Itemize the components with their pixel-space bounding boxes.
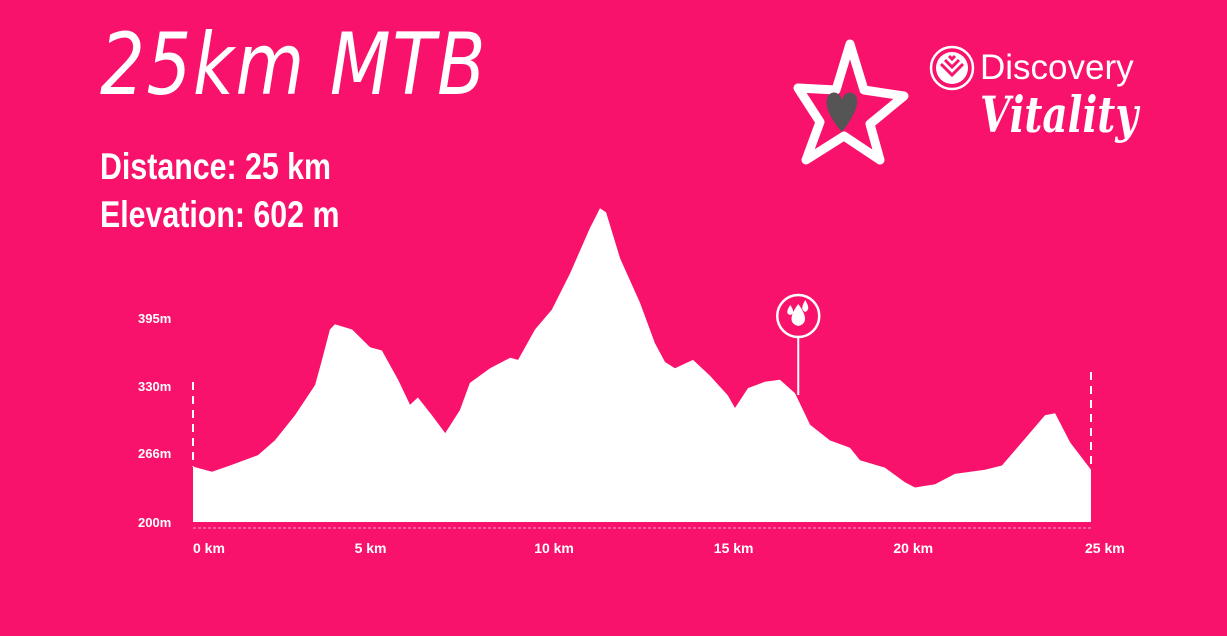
y-tick-label: 330m (138, 379, 171, 394)
elevation-stat: Elevation: 602 m (100, 194, 340, 235)
brand-discovery: Discovery (980, 48, 1134, 87)
page-title: 25km MTB (100, 15, 488, 115)
x-tick-label: 0 km (193, 540, 225, 556)
x-tick-label: 5 km (355, 540, 387, 556)
x-tick-label: 15 km (714, 540, 754, 556)
x-tick-label: 20 km (893, 540, 933, 556)
y-tick-label: 395m (138, 311, 171, 326)
x-tick-label: 25 km (1085, 540, 1125, 556)
y-tick-label: 266m (138, 446, 171, 461)
y-tick-label: 200m (138, 515, 171, 530)
brand-vitality: Vitality (980, 85, 1138, 144)
x-tick-label: 10 km (534, 540, 574, 556)
elevation-profile-area (193, 208, 1091, 522)
star-with-heart-icon (793, 39, 909, 165)
discovery-logo-icon (929, 45, 975, 91)
distance-stat: Distance: 25 km (100, 146, 332, 187)
water-point-icon (776, 293, 821, 339)
